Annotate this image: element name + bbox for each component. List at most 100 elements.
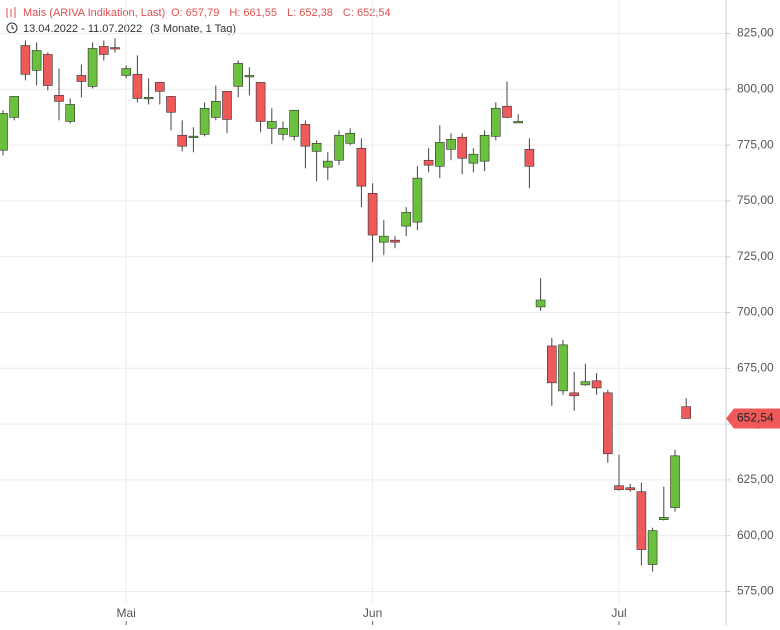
candle-body <box>602 392 613 455</box>
x-tick-label: Jun <box>363 606 382 620</box>
candle <box>345 128 356 146</box>
candle <box>99 40 109 61</box>
candle <box>166 96 176 131</box>
candle-body <box>9 96 19 118</box>
candle-body <box>76 75 87 82</box>
candle <box>513 114 524 124</box>
candle <box>535 278 546 311</box>
candle <box>155 82 165 105</box>
candle-body <box>513 121 524 124</box>
candle <box>9 96 19 121</box>
candle <box>311 140 322 182</box>
candle <box>468 148 479 173</box>
x-tick-label: Mai <box>117 606 136 620</box>
candle <box>0 110 8 156</box>
candle <box>233 60 243 98</box>
header: Mais (ARIVA Indikation, Last) 13.04.2022… <box>6 7 236 35</box>
candle-body <box>177 134 187 147</box>
candle <box>546 337 557 406</box>
candle <box>591 372 602 395</box>
candle-body <box>524 149 535 167</box>
y-tick-label: 775,00 <box>737 137 774 151</box>
candle-body <box>99 46 109 55</box>
period-note: (3 Monate, 1 Tag) <box>150 23 236 35</box>
candle <box>457 133 468 175</box>
candle-body <box>423 159 434 166</box>
candle <box>681 398 692 419</box>
candle-body <box>54 95 64 102</box>
candle-body <box>367 193 378 236</box>
candle-body <box>222 90 232 120</box>
header-value: L: 652,38 <box>287 7 333 19</box>
candle-body <box>479 134 490 162</box>
candle-body <box>132 74 143 99</box>
candle <box>278 121 288 141</box>
candle <box>378 220 389 256</box>
candle <box>289 109 300 141</box>
candle <box>199 102 210 137</box>
candle-body <box>502 105 512 118</box>
candle <box>524 138 535 189</box>
candle-body <box>289 109 300 137</box>
candle-body <box>625 487 636 491</box>
candle <box>54 68 64 121</box>
candle <box>255 82 266 133</box>
candle-body <box>311 143 322 152</box>
candle <box>446 133 456 161</box>
y-tick-label: 700,00 <box>737 305 774 319</box>
candle <box>177 120 187 152</box>
candle-body <box>278 128 288 135</box>
candle-body <box>31 50 42 71</box>
candle <box>558 339 568 395</box>
candle-body <box>143 97 154 100</box>
candle <box>658 486 669 521</box>
candle <box>390 236 400 249</box>
candle-body <box>569 392 580 397</box>
candle <box>490 102 501 141</box>
candle <box>412 166 423 231</box>
y-tick-label: 625,00 <box>737 472 774 486</box>
candle-body <box>300 124 311 147</box>
last-price-label: 652,54 <box>737 411 774 425</box>
header-value: C: 652,54 <box>343 7 391 19</box>
x-tick-label: Jul <box>611 606 626 620</box>
y-tick-label: 600,00 <box>737 528 774 542</box>
candle-body <box>446 138 456 150</box>
candle-body <box>647 530 658 565</box>
candle-body <box>558 344 568 392</box>
candle-body <box>356 147 367 187</box>
candle-body <box>670 455 680 508</box>
candle-body <box>591 380 602 389</box>
chart-title: Mais (ARIVA Indikation, Last) <box>23 7 165 19</box>
candle-body <box>20 45 31 75</box>
candle-body <box>166 96 176 113</box>
candle-body <box>457 136 468 159</box>
candle-body <box>255 82 266 122</box>
candle <box>143 78 154 105</box>
candle-body <box>580 381 591 386</box>
y-tick-label: 575,00 <box>737 584 774 598</box>
candle-body <box>434 142 445 167</box>
candle-body <box>155 82 165 92</box>
header-value: O: 657,79 <box>171 7 219 19</box>
candle-body <box>322 160 333 168</box>
candle <box>479 130 490 172</box>
candle-body <box>42 54 53 86</box>
candle <box>322 152 333 181</box>
candle <box>76 64 87 98</box>
candle <box>31 42 42 86</box>
candle-body <box>121 68 131 76</box>
candle <box>266 108 277 145</box>
candle <box>132 55 143 103</box>
candle <box>367 183 378 263</box>
y-tick-label: 800,00 <box>737 81 774 95</box>
candle-body <box>468 153 479 164</box>
candle <box>42 52 53 91</box>
candle-body <box>244 75 255 78</box>
candle-body <box>636 491 647 550</box>
candle-body <box>188 135 199 138</box>
candle <box>244 67 255 96</box>
candle-body <box>0 113 8 151</box>
candle <box>423 148 434 173</box>
candle-body <box>390 239 400 243</box>
